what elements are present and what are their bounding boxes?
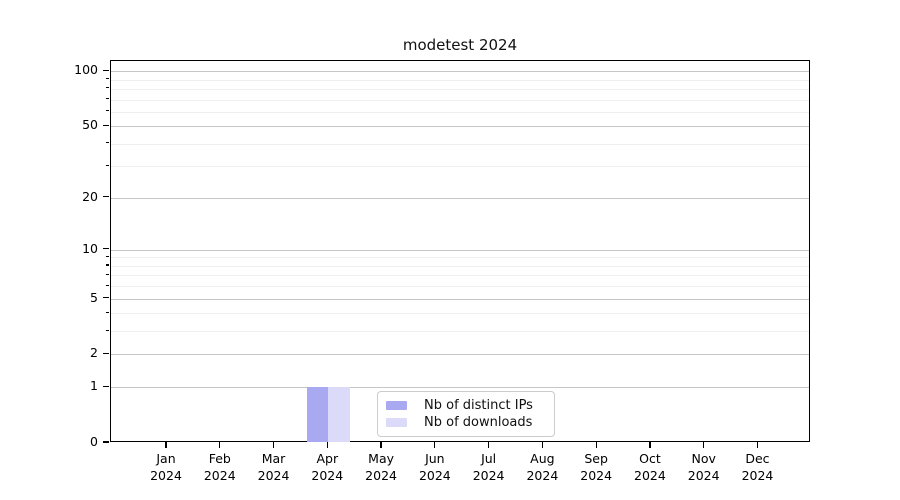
gridline-major xyxy=(111,126,809,128)
gridline-minor xyxy=(111,331,809,333)
gridline-minor xyxy=(111,313,809,315)
y-major-tick xyxy=(103,441,109,443)
legend-label-downloads: Nb of downloads xyxy=(424,415,533,430)
y-tick-label: 50 xyxy=(82,117,98,133)
x-tick xyxy=(703,442,705,448)
x-tick xyxy=(272,442,275,448)
x-tick-label: Feb 2024 xyxy=(203,451,236,483)
y-minor-tick xyxy=(105,142,109,144)
x-tick-label: Oct 2024 xyxy=(634,451,666,483)
x-tick-label: Mar 2024 xyxy=(257,451,290,483)
y-minor-tick xyxy=(105,110,109,112)
gridline-minor xyxy=(111,286,809,288)
x-tick xyxy=(595,442,597,448)
gridline-major xyxy=(111,249,809,251)
y-minor-tick xyxy=(105,264,109,266)
gridline-major xyxy=(111,387,809,389)
x-tick-label: Jul 2024 xyxy=(472,451,505,483)
legend-item-distinct-ips: Nb of distinct IPs xyxy=(386,398,544,413)
x-tick xyxy=(649,442,651,448)
x-tick xyxy=(380,442,382,448)
gridline-minor xyxy=(111,88,809,90)
y-tick-label: 5 xyxy=(90,289,98,305)
y-major-tick xyxy=(103,385,109,387)
y-minor-tick xyxy=(105,77,109,80)
plot-area: Nb of distinct IPs Nb of downloads xyxy=(110,60,810,442)
gridline-minor xyxy=(111,99,809,101)
x-tick-label: Aug 2024 xyxy=(526,451,559,483)
x-tick xyxy=(219,442,221,448)
x-tick-label: Jan 2024 xyxy=(150,451,182,483)
y-minor-tick xyxy=(105,164,109,166)
y-tick-label: 100 xyxy=(74,62,98,78)
gridline-major xyxy=(111,298,809,300)
gridline-minor xyxy=(111,79,809,81)
y-minor-tick xyxy=(105,311,109,313)
x-tick-label: May 2024 xyxy=(365,451,397,483)
x-tick-label: Jun 2024 xyxy=(418,451,451,483)
gridline-minor xyxy=(111,111,809,113)
gridline-minor xyxy=(111,257,809,259)
x-tick-label: Nov 2024 xyxy=(687,451,720,483)
y-tick-label: 2 xyxy=(90,345,98,361)
gridline-minor xyxy=(111,143,809,145)
x-tick xyxy=(756,442,759,448)
legend-box: Nb of distinct IPs Nb of downloads xyxy=(377,391,555,437)
x-tick xyxy=(165,442,167,448)
legend-swatch-distinct-ips xyxy=(386,401,407,410)
x-tick-label: Apr 2024 xyxy=(311,451,344,483)
y-tick-label: 10 xyxy=(82,240,98,256)
y-minor-tick xyxy=(105,273,109,276)
y-tick-label: 0 xyxy=(90,434,98,449)
y-minor-tick xyxy=(105,329,109,331)
x-tick-label: Sep 2024 xyxy=(580,451,613,483)
bar-nb-of-distinct-ips xyxy=(306,387,329,442)
x-tick-label: Dec 2024 xyxy=(741,451,774,483)
x-tick xyxy=(326,442,328,448)
gridline-major xyxy=(111,197,809,199)
y-tick-label: 20 xyxy=(82,188,98,204)
x-tick xyxy=(434,442,436,448)
legend-item-downloads: Nb of downloads xyxy=(386,415,544,430)
chart-title: modetest 2024 xyxy=(402,36,518,54)
y-major-tick xyxy=(103,196,109,198)
gridline-minor xyxy=(111,275,809,277)
y-major-tick xyxy=(103,124,109,126)
gridline-major xyxy=(111,354,809,356)
legend-label-distinct-ips: Nb of distinct IPs xyxy=(424,398,533,413)
y-minor-tick xyxy=(105,255,109,258)
gridline-minor xyxy=(111,166,809,168)
y-major-tick xyxy=(103,297,109,299)
legend-swatch-downloads xyxy=(386,418,407,427)
gridline-major xyxy=(111,71,809,73)
y-minor-tick xyxy=(105,284,109,286)
x-tick xyxy=(541,442,543,448)
gridline-minor xyxy=(111,265,809,267)
y-tick-label: 1 xyxy=(90,378,98,394)
bar-nb-of-downloads xyxy=(328,387,350,442)
y-minor-tick xyxy=(105,97,109,100)
y-major-tick xyxy=(103,69,109,71)
y-minor-tick xyxy=(105,87,109,89)
y-major-tick xyxy=(103,248,109,250)
x-tick xyxy=(488,442,490,448)
y-major-tick xyxy=(103,352,109,355)
